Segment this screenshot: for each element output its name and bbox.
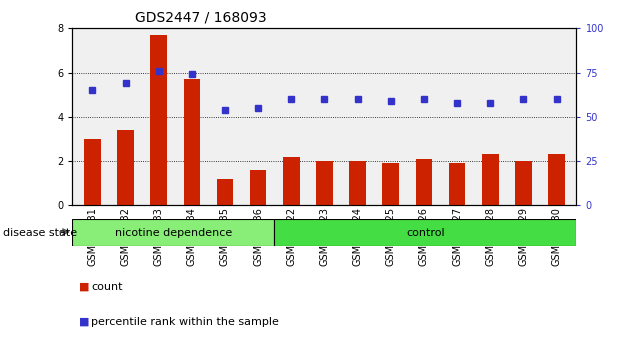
Text: nicotine dependence: nicotine dependence: [115, 228, 232, 238]
Bar: [416, 159, 432, 205]
Bar: [183, 79, 200, 205]
Bar: [283, 156, 300, 205]
Bar: [482, 154, 498, 205]
Bar: [349, 161, 366, 205]
Text: percentile rank within the sample: percentile rank within the sample: [91, 317, 279, 327]
Text: GDS2447 / 168093: GDS2447 / 168093: [135, 11, 267, 25]
Bar: [217, 179, 233, 205]
Text: control: control: [406, 228, 445, 238]
Text: ■: ■: [79, 282, 89, 292]
Bar: [84, 139, 101, 205]
Bar: [117, 130, 134, 205]
Bar: [72, 219, 274, 246]
Bar: [382, 163, 399, 205]
Text: count: count: [91, 282, 123, 292]
Bar: [515, 161, 532, 205]
Bar: [151, 35, 167, 205]
Bar: [250, 170, 266, 205]
Bar: [316, 161, 333, 205]
Bar: [274, 219, 576, 246]
Text: ■: ■: [79, 317, 89, 327]
Text: disease state: disease state: [3, 228, 77, 238]
Bar: [548, 154, 565, 205]
Bar: [449, 163, 466, 205]
